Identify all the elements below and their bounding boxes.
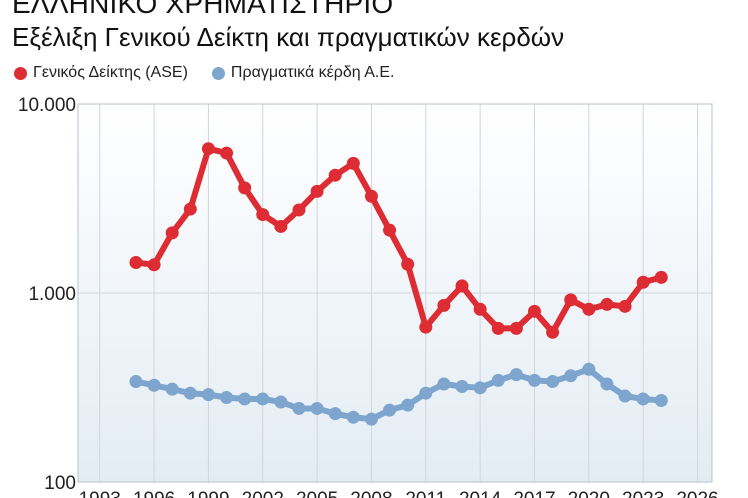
legend: Γενικός Δείκτης (ASE) Πραγματικά κέρδη Α… bbox=[14, 62, 419, 84]
x-tick-label: 1993 bbox=[79, 489, 121, 498]
data-point-earnings bbox=[292, 401, 306, 415]
x-tick-label: 2011 bbox=[405, 489, 446, 498]
data-point-ase bbox=[654, 270, 668, 284]
data-point-ase bbox=[310, 184, 324, 198]
data-point-earnings bbox=[582, 362, 596, 376]
title-area: ΕΛΛΗΝΙΚΟ ΧΡΗΜΑΤΙΣΤΗΡΙΟ Εξέλιξη Γενικού Δ… bbox=[12, 0, 742, 60]
data-point-ase bbox=[201, 142, 215, 156]
data-point-earnings bbox=[183, 386, 197, 400]
x-tick-label: 2020 bbox=[568, 489, 610, 498]
data-point-earnings bbox=[618, 389, 632, 403]
data-point-ase bbox=[328, 168, 342, 182]
data-point-earnings bbox=[455, 380, 469, 394]
data-point-ase bbox=[582, 302, 596, 316]
data-point-ase bbox=[383, 223, 397, 237]
data-point-ase bbox=[274, 219, 288, 233]
legend-label-ase: Γενικός Δείκτης (ASE) bbox=[33, 64, 188, 81]
data-point-ase bbox=[346, 156, 360, 170]
data-point-ase bbox=[147, 258, 161, 272]
data-point-earnings bbox=[437, 377, 451, 391]
data-point-ase bbox=[364, 189, 378, 203]
x-tick-label: 2014 bbox=[459, 489, 502, 498]
x-tick-label: 2023 bbox=[622, 489, 664, 498]
data-point-earnings bbox=[238, 392, 252, 406]
data-point-earnings bbox=[636, 392, 650, 406]
data-point-ase bbox=[455, 279, 469, 293]
data-point-earnings bbox=[546, 375, 560, 389]
x-tick-label: 1999 bbox=[187, 489, 229, 498]
data-point-earnings bbox=[147, 378, 161, 392]
legend-item-ase: Γενικός Δείκτης (ASE) bbox=[14, 64, 188, 82]
data-point-ase bbox=[600, 297, 614, 311]
data-point-ase bbox=[509, 321, 523, 335]
data-point-ase bbox=[618, 299, 632, 313]
data-point-earnings bbox=[564, 369, 578, 383]
data-point-ase bbox=[256, 208, 270, 222]
data-point-ase bbox=[220, 146, 234, 160]
data-point-ase bbox=[546, 325, 560, 339]
data-point-earnings bbox=[129, 375, 143, 389]
data-point-earnings bbox=[165, 382, 179, 396]
data-point-ase bbox=[129, 256, 143, 270]
y-tick-label: 1.000 bbox=[28, 284, 76, 305]
data-point-earnings bbox=[401, 398, 415, 412]
data-point-earnings bbox=[419, 386, 433, 400]
plot-frame bbox=[77, 103, 713, 483]
page-title: ΕΛΛΗΝΙΚΟ ΧΡΗΜΑΤΙΣΤΗΡΙΟ bbox=[12, 0, 394, 19]
data-point-ase bbox=[636, 275, 650, 289]
x-tick-label: 2017 bbox=[513, 489, 555, 498]
data-point-earnings bbox=[310, 401, 324, 415]
data-point-earnings bbox=[220, 390, 234, 404]
data-point-earnings bbox=[328, 407, 342, 421]
data-point-ase bbox=[401, 257, 415, 271]
data-point-earnings bbox=[274, 395, 288, 409]
data-point-ase bbox=[564, 293, 578, 307]
data-point-ase bbox=[419, 320, 433, 334]
data-point-ase bbox=[183, 202, 197, 216]
data-point-ase bbox=[491, 321, 505, 335]
data-point-ase bbox=[165, 226, 179, 240]
data-point-ase bbox=[473, 302, 487, 316]
legend-dot-ase bbox=[14, 66, 27, 80]
x-tick-label: 2026 bbox=[676, 489, 718, 498]
legend-label-earnings: Πραγματικά κέρδη Α.Ε. bbox=[230, 64, 395, 81]
data-point-earnings bbox=[527, 373, 541, 387]
data-point-ase bbox=[527, 304, 541, 318]
data-point-earnings bbox=[201, 388, 215, 402]
data-point-earnings bbox=[509, 368, 523, 382]
y-tick-label: 100 bbox=[44, 473, 76, 494]
data-point-earnings bbox=[654, 393, 668, 407]
x-tick-label: 2002 bbox=[242, 489, 284, 498]
data-point-earnings bbox=[491, 373, 505, 387]
x-tick-label: 2005 bbox=[296, 489, 338, 498]
data-point-ase bbox=[238, 181, 252, 195]
legend-dot-earnings bbox=[211, 66, 225, 80]
data-point-earnings bbox=[600, 377, 614, 391]
x-tick-label: 1996 bbox=[133, 489, 175, 498]
data-point-earnings bbox=[346, 410, 360, 424]
legend-item-earnings: Πραγματικά κέρδη Α.Ε. bbox=[211, 64, 395, 82]
x-tick-label: 2008 bbox=[350, 489, 392, 498]
data-point-ase bbox=[437, 298, 451, 312]
data-point-earnings bbox=[256, 392, 270, 406]
data-point-ase bbox=[292, 203, 306, 217]
chart-subtitle: Εξέλιξη Γενικού Δείκτη και πραγματικών κ… bbox=[12, 22, 565, 52]
data-point-earnings bbox=[383, 403, 397, 417]
y-tick-label: 10.000 bbox=[18, 95, 76, 116]
data-point-earnings bbox=[364, 412, 378, 426]
data-point-earnings bbox=[473, 381, 487, 395]
